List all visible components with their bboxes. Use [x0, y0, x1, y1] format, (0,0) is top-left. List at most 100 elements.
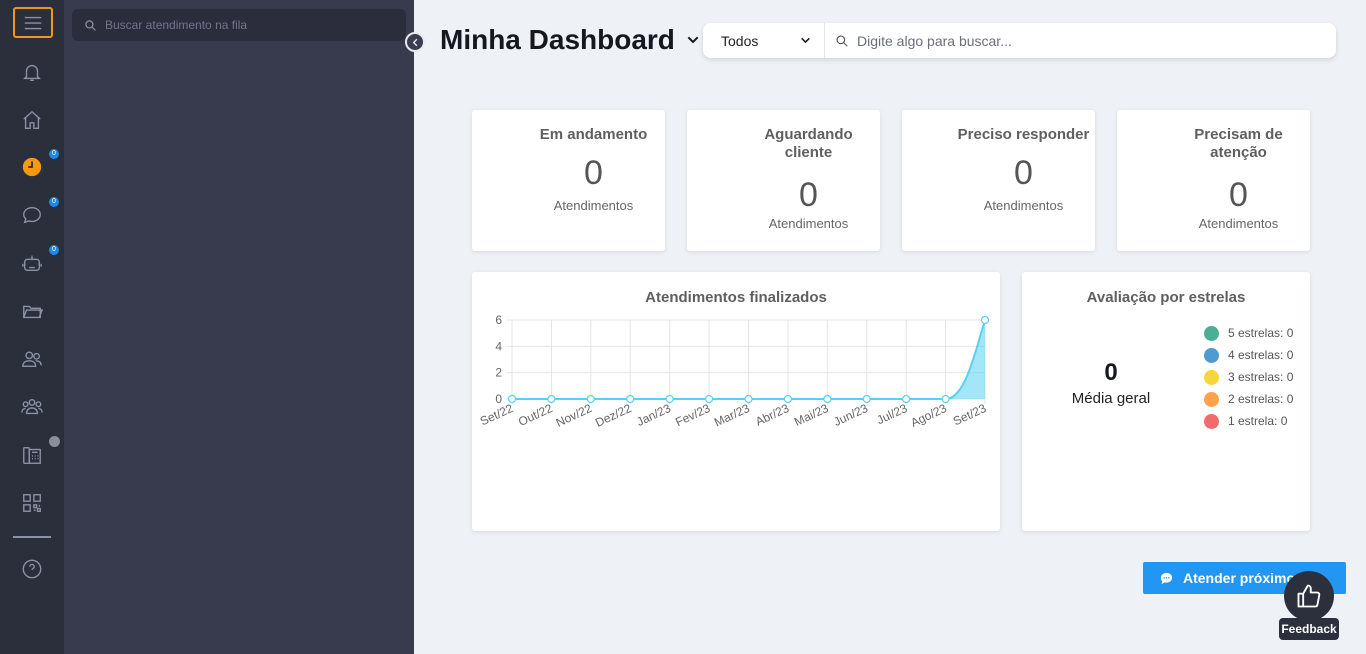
legend-label: 4 estrelas: 0 — [1228, 348, 1294, 362]
chart-point — [941, 394, 950, 404]
y-tick-label: 4 — [495, 339, 502, 353]
card-title: Preciso responder — [957, 126, 1090, 143]
thumbs-up-icon — [1297, 584, 1321, 608]
warning-icon — [1123, 163, 1161, 197]
home-icon[interactable] — [12, 104, 52, 136]
card-preciso-responder[interactable]: Preciso responder 0 Atendimentos — [902, 110, 1095, 251]
collapse-panel-button[interactable] — [405, 32, 425, 52]
chart-point — [586, 394, 595, 404]
legend-label: 1 estrela: 0 — [1228, 414, 1288, 428]
menu-icon[interactable] — [13, 7, 53, 38]
bell-icon[interactable] — [12, 56, 52, 88]
chart-point — [704, 394, 714, 404]
card-strip — [687, 110, 737, 251]
x-tick-label: Fev/23 — [673, 401, 712, 429]
rating-average-label: Média geral — [1071, 390, 1151, 407]
clock-icon[interactable] — [12, 151, 52, 183]
filter-select[interactable]: Todos — [703, 23, 825, 58]
card-title: Precisam de atenção — [1194, 126, 1283, 161]
card-value: 0 — [584, 154, 603, 192]
legend-dot — [1204, 325, 1219, 341]
rating-title: Avaliação por estrelas — [1086, 289, 1246, 306]
finished-chart-panel: Atendimentos finalizados 0 2 4 6 Set/22 Out/2… — [472, 272, 1000, 531]
help-icon[interactable] — [12, 553, 52, 585]
legend-label: 5 estrelas: 0 — [1228, 326, 1294, 340]
chart-point — [980, 315, 990, 325]
y-tick-label: 2 — [495, 366, 502, 380]
clock-badge: 0 — [49, 149, 59, 159]
chat-bubble-icon — [480, 165, 514, 196]
chevron-left-icon — [412, 38, 417, 46]
hourglass-icon — [702, 165, 722, 196]
groups-icon[interactable] — [12, 391, 52, 423]
chevron-down-icon — [801, 37, 810, 44]
robot-icon[interactable] — [12, 247, 52, 279]
card-value: 0 — [799, 176, 818, 214]
legend-dot — [1204, 413, 1219, 429]
queue-search-input[interactable] — [105, 18, 395, 32]
x-tick-label: Jul/23 — [874, 401, 909, 427]
x-tick-label: Mar/23 — [712, 401, 752, 430]
chat-icon — [1160, 572, 1173, 584]
x-tick-label: Nov/22 — [554, 401, 595, 430]
x-tick-label: Dez/22 — [593, 401, 634, 430]
x-tick-label: Abr/23 — [753, 401, 791, 429]
feedback-label[interactable]: Feedback — [1279, 618, 1339, 640]
status-dot — [49, 436, 60, 447]
feedback-button[interactable] — [1284, 571, 1334, 621]
card-aguardando-cliente[interactable]: Aguardando cliente 0 Atendimentos — [687, 110, 880, 251]
card-title: Aguardando cliente — [764, 126, 853, 161]
queue-search — [72, 9, 406, 41]
chat-badge: 0 — [49, 197, 59, 207]
contacts-icon[interactable] — [12, 343, 52, 375]
chart-point — [547, 394, 556, 404]
qrcode-icon[interactable] — [12, 487, 52, 519]
x-tick-label: Mai/23 — [792, 401, 831, 429]
search-bar: Todos — [703, 23, 1336, 58]
warning-icon — [908, 163, 946, 197]
search-field — [825, 32, 1336, 49]
search-input[interactable] — [857, 32, 1317, 49]
page-title[interactable]: Minha Dashboard — [440, 24, 701, 56]
chart-point — [507, 394, 517, 404]
chart-point — [626, 394, 635, 404]
legend-dot — [1204, 369, 1219, 385]
card-em-andamento[interactable]: Em andamento 0 Atendimentos — [472, 110, 665, 251]
card-strip — [472, 110, 522, 251]
chat-icon[interactable] — [12, 199, 52, 231]
legend-dot — [1204, 391, 1219, 407]
legend-label: 2 estrelas: 0 — [1228, 392, 1294, 406]
rating-average-value: 0 — [1104, 359, 1118, 386]
card-precisam-de-atencao[interactable]: Precisam de atenção 0 Atendimentos — [1117, 110, 1310, 251]
x-tick-label: Jun/23 — [831, 401, 870, 429]
robot-badge: 0 — [49, 245, 59, 255]
legend-item: 5 estrelas: 0 — [1204, 322, 1293, 344]
rating-panel: Avaliação por estrelas 0 Média geral 5 e… — [1022, 272, 1310, 531]
legend-label: 3 estrelas: 0 — [1228, 370, 1294, 384]
chevron-down-icon — [687, 36, 699, 44]
y-tick-label: 0 — [495, 392, 502, 406]
page-title-text: Minha Dashboard — [440, 24, 675, 55]
search-icon — [85, 19, 96, 31]
icon-rail: 0 0 0 — [0, 0, 64, 654]
chart-point — [862, 394, 871, 404]
x-tick-label: Ago/23 — [908, 401, 949, 430]
legend-dot — [1204, 347, 1219, 363]
legend-item: 4 estrelas: 0 — [1204, 344, 1293, 366]
legend-item: 2 estrelas: 0 — [1204, 388, 1293, 410]
chart-point — [902, 394, 911, 404]
attend-next-label: Atender próximo — [1183, 570, 1296, 586]
card-subtitle: Atendimentos — [1198, 216, 1279, 231]
x-tick-label: Set/23 — [951, 401, 989, 428]
search-icon — [836, 34, 848, 47]
card-value: 0 — [1229, 176, 1248, 214]
folder-icon[interactable] — [12, 295, 52, 327]
card-strip — [1117, 110, 1167, 251]
phone-icon[interactable] — [12, 439, 52, 471]
rail-divider — [13, 536, 51, 538]
card-strip — [902, 110, 952, 251]
chart-point — [744, 394, 753, 404]
y-tick-label: 6 — [495, 313, 502, 327]
card-title: Em andamento — [539, 126, 648, 143]
